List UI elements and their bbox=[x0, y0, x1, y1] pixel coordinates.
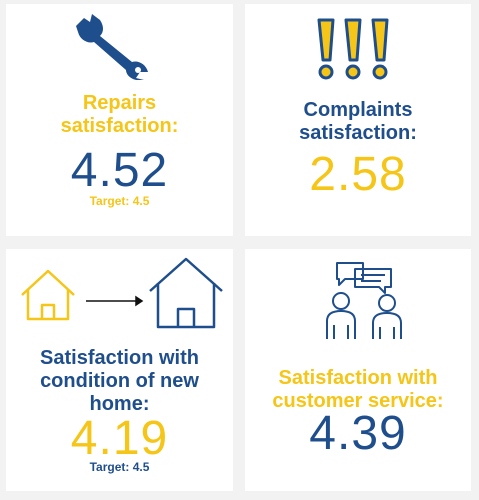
house-upgrade-icon bbox=[21, 257, 223, 329]
repairs-satisfaction-card: Repairs satisfaction: 4.52 Target: 4.5 bbox=[6, 4, 233, 236]
new-home-value: 4.19 bbox=[70, 412, 169, 465]
exclamation-marks-icon bbox=[317, 18, 389, 80]
new-home-condition-card: Satisfaction with condition of new home:… bbox=[6, 249, 233, 491]
customer-service-value: 4.39 bbox=[309, 407, 407, 460]
complaints-value: 2.58 bbox=[309, 148, 407, 201]
repairs-target: Target: 4.5 bbox=[89, 194, 150, 208]
complaints-satisfaction-card: Complaints satisfaction: 2.58 bbox=[245, 4, 471, 236]
customer-service-label: Satisfaction with customer service: bbox=[272, 367, 444, 412]
new-home-label: Satisfaction with condition of new home: bbox=[40, 347, 199, 415]
complaints-label: Complaints satisfaction: bbox=[299, 99, 417, 144]
conversation-icon bbox=[326, 262, 402, 339]
repairs-label: Repairs satisfaction: bbox=[60, 92, 179, 137]
new-home-target: Target: 4.5 bbox=[89, 460, 150, 474]
repairs-value: 4.52 bbox=[70, 144, 169, 197]
customer-service-card: Satisfaction with customer service: 4.39 bbox=[245, 249, 471, 491]
wrench-icon bbox=[76, 14, 148, 80]
